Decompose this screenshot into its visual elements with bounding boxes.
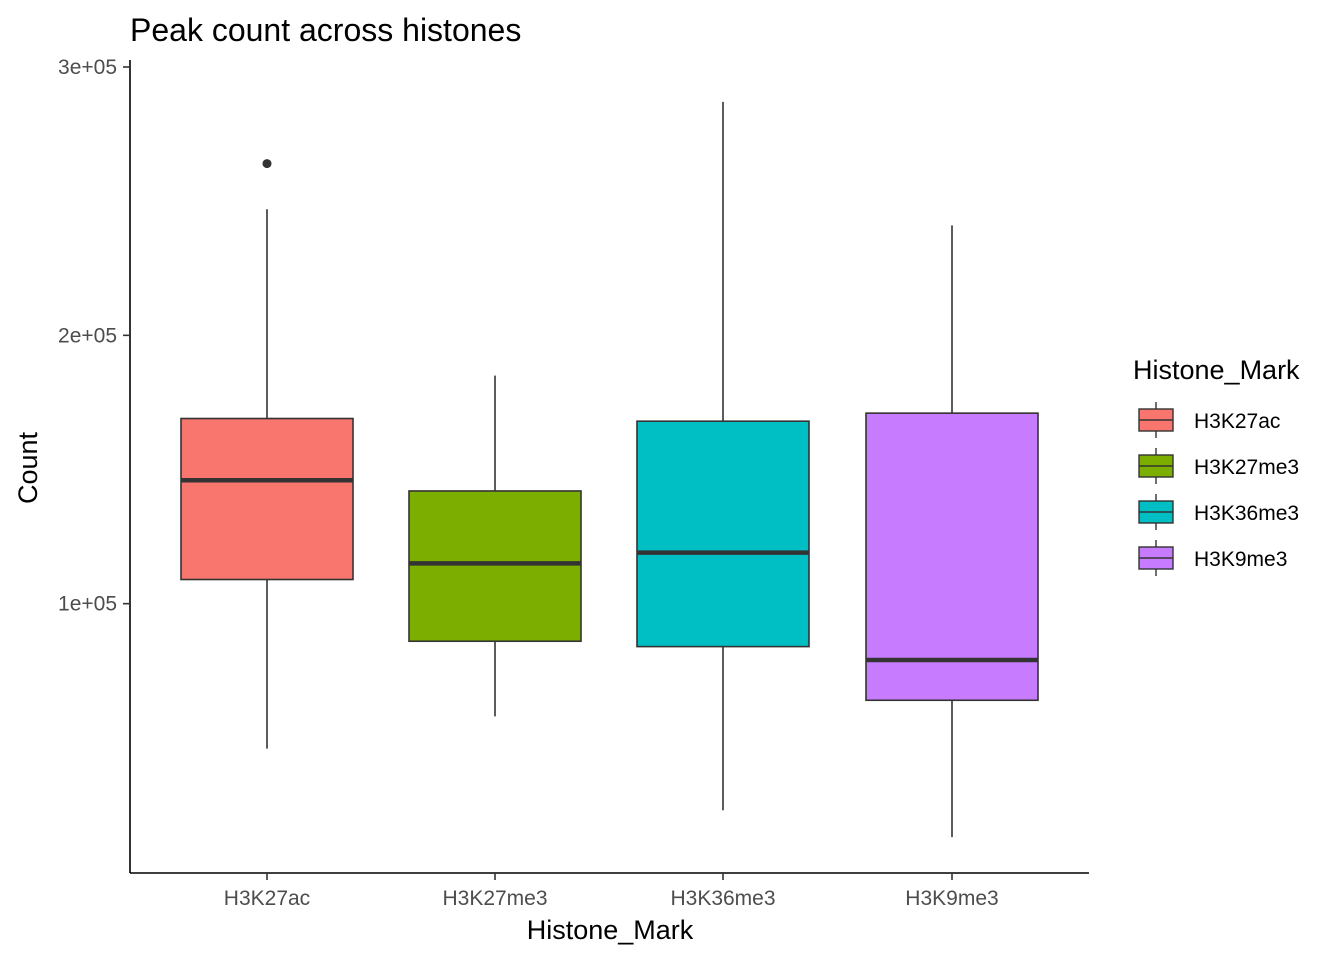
legend-label: H3K27me3: [1194, 456, 1299, 479]
legend-item-h3k36me3: H3K36me3: [1138, 494, 1299, 530]
box-h3k36me3: [636, 420, 810, 648]
y-tick-label: 1e+05: [58, 593, 117, 616]
plot-area: [180, 101, 1039, 838]
x-tick-label: H3K27ac: [224, 887, 310, 910]
legend-title: Histone_Mark: [1133, 355, 1300, 385]
box-h3k27ac: [180, 417, 354, 581]
box-h3k9me3: [865, 412, 1039, 702]
legend-label: H3K9me3: [1194, 548, 1287, 571]
legend-item-h3k27ac: H3K27ac: [1138, 402, 1280, 438]
x-tick-label: H3K9me3: [905, 887, 998, 910]
box-h3k27me3: [408, 490, 582, 643]
chart-title: Peak count across histones: [130, 12, 521, 48]
x-axis-title: Histone_Mark: [527, 915, 694, 945]
y-tick-label: 3e+05: [58, 56, 117, 79]
legend: Histone_Mark H3K27ac H3K27me3 H3K36me3 H3K9…: [1133, 355, 1300, 576]
box-group-h3k27ac: [180, 159, 354, 749]
y-tick-label: 2e+05: [58, 324, 117, 347]
x-tick-label: H3K27me3: [442, 887, 547, 910]
box-group-h3k27me3: [408, 375, 582, 717]
x-axis-ticks: H3K27ac H3K27me3 H3K36me3 H3K9me3: [224, 873, 999, 910]
y-axis-ticks: 1e+05 2e+05 3e+05: [58, 56, 130, 616]
box-group-h3k36me3: [636, 101, 810, 811]
box-group-h3k9me3: [865, 225, 1039, 838]
x-tick-label: H3K36me3: [670, 887, 775, 910]
y-axis-title: Count: [13, 431, 43, 504]
legend-label: H3K36me3: [1194, 502, 1299, 525]
outlier-point: [262, 159, 272, 169]
legend-label: H3K27ac: [1194, 410, 1280, 433]
legend-item-h3k9me3: H3K9me3: [1138, 540, 1287, 576]
legend-item-h3k27me3: H3K27me3: [1138, 448, 1299, 484]
